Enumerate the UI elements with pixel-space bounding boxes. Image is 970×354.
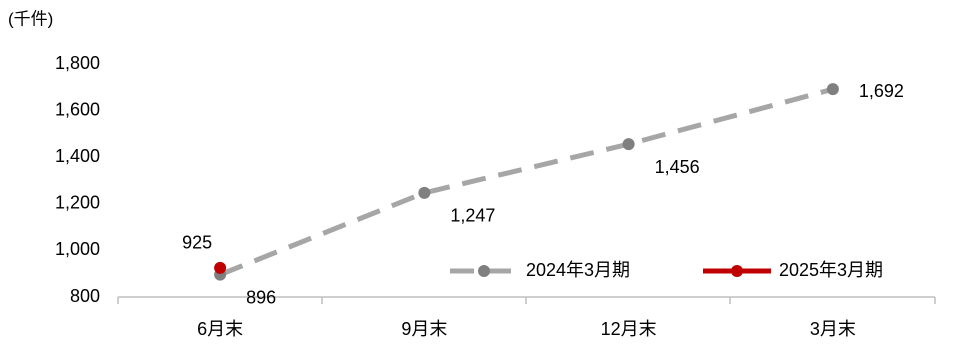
data-label: 1,456	[655, 157, 700, 177]
data-label: 1,247	[450, 206, 495, 226]
x-tick-label: 3月末	[810, 319, 856, 339]
legend-label: 2024年3月期	[526, 260, 630, 280]
point	[622, 138, 635, 151]
series-line	[219, 86, 834, 277]
x-axis-ticks	[117, 297, 936, 304]
y-tick-label: 800	[70, 286, 100, 306]
legend-marker	[731, 265, 743, 277]
y-tick-label: 1,400	[55, 146, 100, 166]
point	[418, 186, 431, 199]
legend-label: 2025年3月期	[779, 260, 883, 280]
x-tick-label: 9月末	[401, 319, 447, 339]
y-tick-label: 1,800	[55, 53, 100, 73]
y-tick-label: 1,000	[55, 239, 100, 259]
point	[214, 261, 227, 274]
x-tick-label: 12月末	[601, 319, 657, 339]
data-label: 925	[182, 233, 212, 253]
y-tick-label: 1,200	[55, 193, 100, 213]
y-tick-label: 1,600	[55, 99, 100, 119]
point	[826, 83, 839, 96]
x-tick-label: 6月末	[197, 319, 243, 339]
data-label: 896	[246, 287, 276, 307]
y-axis-label: (千件)	[8, 9, 53, 28]
legend-marker	[478, 265, 490, 277]
data-label: 1,692	[859, 81, 904, 101]
